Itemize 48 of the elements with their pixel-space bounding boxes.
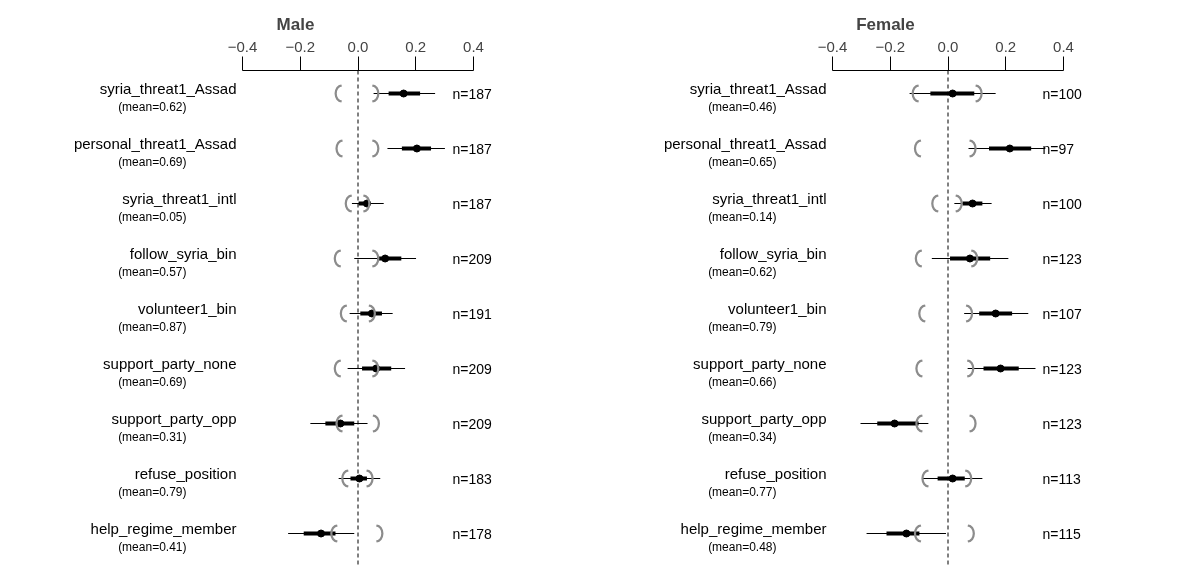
annotation: n=209 (452, 415, 493, 432)
annotation: n=100 (1042, 85, 1083, 102)
y-tick-label: follow_syria_bin (mean=0.57) (118, 244, 237, 279)
annotation: n=123 (1042, 360, 1083, 377)
y-tick-label: syria_threat1_intl (mean=0.14) (708, 189, 827, 224)
y-tick-label: syria_threat1_intl (mean=0.05) (118, 189, 237, 224)
y-tick-label: support_party_none (mean=0.69) (103, 354, 237, 389)
annotation: n=191 (452, 305, 493, 322)
annotation: n=107 (1042, 305, 1083, 322)
annotation: n=178 (452, 525, 493, 542)
y-tick-label: help_regime_member (mean=0.48) (680, 519, 827, 554)
y-tick-label: support_party_opp (mean=0.31) (111, 409, 237, 444)
y-tick-label: support_party_opp (mean=0.34) (701, 409, 827, 444)
annotation: n=183 (452, 470, 493, 487)
annotation: n=123 (1042, 415, 1083, 432)
x-tick-label: 0.4 (1053, 37, 1074, 55)
y-tick-label: personal_threat1_Assad (mean=0.69) (73, 134, 237, 169)
y-tick-label: refuse_position (mean=0.77) (708, 464, 827, 499)
annotation: n=187 (452, 140, 493, 157)
annotation: n=187 (452, 85, 493, 102)
x-tick-label: 0.0 (347, 37, 369, 55)
x-tick-label: −0.2 (285, 37, 316, 55)
y-tick-label: support_party_none (mean=0.66) (693, 354, 827, 389)
x-tick-label: 0.4 (463, 37, 484, 55)
annotation: n=100 (1042, 195, 1083, 212)
y-tick-label: refuse_position (mean=0.79) (118, 464, 237, 499)
y-tick-label: personal_threat1_Assad (mean=0.65) (663, 134, 827, 169)
y-tick-label: volunteer1_bin (mean=0.87) (118, 299, 237, 334)
x-tick-label: 0.2 (995, 37, 1017, 55)
annotation: n=123 (1042, 250, 1083, 267)
y-tick-label: follow_syria_bin (mean=0.62) (708, 244, 827, 279)
x-tick-label: −0.2 (875, 37, 906, 55)
annotation: n=209 (452, 250, 493, 267)
annotation: n=97 (1042, 140, 1075, 157)
x-tick-label: 0.2 (405, 37, 427, 55)
y-tick-label: help_regime_member (mean=0.41) (90, 519, 237, 554)
y-tick-label: volunteer1_bin (mean=0.79) (708, 299, 827, 334)
y-tick-label: syria_threat1_Assad (mean=0.62) (99, 79, 237, 114)
x-tick-label: 0.0 (937, 37, 959, 55)
chart-title: Female (856, 14, 915, 34)
chart-title: Male (276, 14, 315, 34)
annotation: n=115 (1042, 525, 1081, 542)
annotation: n=209 (452, 360, 493, 377)
y-tick-label: syria_threat1_Assad (mean=0.46) (689, 79, 827, 114)
annotation: n=113 (1042, 470, 1081, 487)
x-tick-label: −0.4 (227, 37, 258, 55)
x-tick-label: −0.4 (817, 37, 848, 55)
annotation: n=187 (452, 195, 493, 212)
